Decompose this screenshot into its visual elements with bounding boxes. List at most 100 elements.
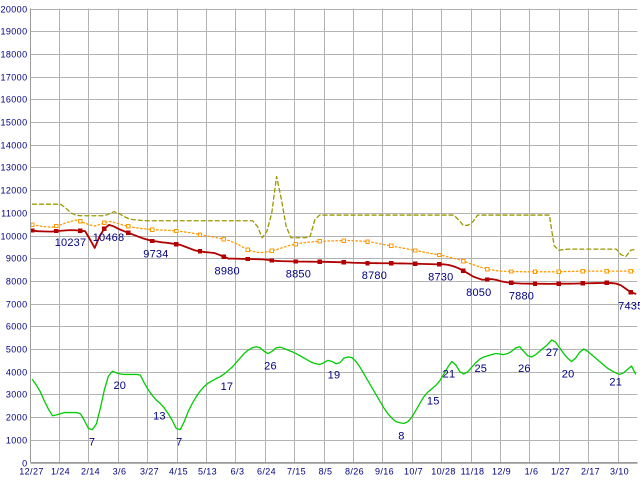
y-axis-tick-label: 7000 xyxy=(6,300,28,310)
data-point-marker-secondary-orange xyxy=(365,239,370,244)
x-axis-tick-label: 1/27 xyxy=(551,467,570,477)
data-point-marker-primary-dark-red xyxy=(604,280,609,286)
data-label: 25 xyxy=(474,363,487,375)
x-axis-tick-label: 6/24 xyxy=(257,467,276,477)
y-axis-tick-label: 11000 xyxy=(1,209,27,219)
y-axis-tick-label: 15000 xyxy=(0,118,27,128)
data-point-marker-primary-dark-red xyxy=(628,290,633,295)
data-point-marker-secondary-orange xyxy=(389,243,394,249)
data-point-marker-secondary-orange xyxy=(341,238,346,243)
y-axis-tick-label: 8000 xyxy=(6,277,28,287)
data-point-marker-secondary-orange xyxy=(78,219,83,224)
data-point-marker-primary-dark-red xyxy=(78,228,83,233)
data-label: 7 xyxy=(176,437,182,449)
data-point-marker-primary-dark-red xyxy=(30,228,35,233)
data-label: 7435 xyxy=(618,301,640,313)
data-label: 26 xyxy=(518,363,531,375)
x-axis-tick-label: 3/27 xyxy=(140,467,159,477)
data-point-marker-primary-dark-red xyxy=(365,260,370,266)
data-point-marker-primary-dark-red xyxy=(556,281,562,286)
data-label: 9734 xyxy=(143,249,168,261)
data-point-marker-secondary-orange xyxy=(413,248,418,253)
x-axis-tick-label: 8/5 xyxy=(319,467,333,477)
marker-layer xyxy=(30,219,633,295)
data-point-marker-secondary-orange xyxy=(580,268,586,274)
data-point-marker-primary-dark-red xyxy=(484,277,490,282)
y-axis-tick-labels: 0 1000 2000 3000 4000 5000 6000 7000 8000 9000 100… xyxy=(0,5,27,469)
x-axis-tick-label: 10/7 xyxy=(404,467,423,477)
data-label: 7 xyxy=(89,437,95,449)
x-axis-tick-label: 1/6 xyxy=(525,467,539,477)
y-axis-tick-label: 16000 xyxy=(0,95,27,105)
data-label: 20 xyxy=(113,380,126,392)
x-axis-tick-label: 12/27 xyxy=(19,467,44,477)
data-label: 17 xyxy=(221,381,234,393)
y-axis-tick-label: 1000 xyxy=(6,436,28,446)
y-axis-tick-label: 14000 xyxy=(0,141,27,151)
y-axis-tick-label: 20000 xyxy=(0,5,27,15)
data-point-marker-primary-dark-red xyxy=(293,259,298,264)
data-point-marker-primary-dark-red xyxy=(245,256,251,262)
data-label: 19 xyxy=(328,370,341,382)
data-label: 27 xyxy=(546,347,559,359)
x-axis-tick-label: 2/17 xyxy=(581,467,600,477)
series-line-tertiary-olive-dashed xyxy=(31,175,637,258)
data-point-marker-primary-dark-red xyxy=(461,268,466,273)
y-axis-tick-label: 5000 xyxy=(6,345,28,355)
data-point-marker-primary-dark-red xyxy=(54,228,59,234)
data-point-marker-primary-dark-red xyxy=(413,261,418,266)
data-point-marker-primary-dark-red xyxy=(389,261,394,266)
data-point-marker-primary-dark-red xyxy=(149,238,155,244)
y-axis-tick-label: 0 xyxy=(22,459,27,469)
data-point-marker-secondary-orange xyxy=(293,241,298,247)
data-point-marker-secondary-orange xyxy=(197,232,203,237)
data-point-marker-secondary-orange xyxy=(461,258,466,264)
x-axis-tick-label: 8/26 xyxy=(345,467,364,477)
x-axis-tick-label: 12/9 xyxy=(492,467,511,477)
data-label: 8780 xyxy=(362,270,387,282)
y-axis-tick-label: 3000 xyxy=(6,390,28,400)
y-axis-tick-label: 17000 xyxy=(0,73,27,83)
data-point-marker-secondary-orange xyxy=(437,252,442,258)
x-axis-tick-label: 6/3 xyxy=(231,467,245,477)
data-point-marker-secondary-orange xyxy=(221,237,227,242)
y-axis-tick-label: 4000 xyxy=(6,368,28,378)
data-point-marker-secondary-orange xyxy=(317,239,322,244)
data-labels-layer: 10237 10468 9734 8980 8850 8780 8730 8050 7880 74… xyxy=(55,232,640,449)
data-point-marker-secondary-orange xyxy=(556,269,562,274)
data-point-marker-primary-dark-red xyxy=(317,259,322,264)
y-axis-tick-label: 12000 xyxy=(0,186,27,196)
data-point-marker-secondary-orange xyxy=(149,227,155,232)
data-point-marker-primary-dark-red xyxy=(341,260,346,265)
data-point-marker-secondary-orange xyxy=(173,228,179,234)
data-point-marker-primary-dark-red xyxy=(126,230,131,235)
data-point-marker-primary-dark-red xyxy=(197,249,203,254)
data-point-marker-primary-dark-red xyxy=(221,254,227,260)
data-label: 21 xyxy=(609,376,622,388)
data-label: 26 xyxy=(264,361,277,373)
y-axis-tick-label: 19000 xyxy=(0,27,27,37)
data-label: 20 xyxy=(562,369,575,381)
x-axis-tick-label: 1/24 xyxy=(51,467,70,477)
data-label: 10468 xyxy=(93,232,125,244)
data-point-marker-secondary-orange xyxy=(102,220,107,225)
x-axis-tick-label: 2/14 xyxy=(81,467,100,477)
data-point-marker-primary-dark-red xyxy=(532,281,538,286)
x-axis-tick-labels: 12/27 1/24 2/14 3/6 3/27 4/15 5/13 6/3 6/24 7/15 8… xyxy=(19,467,628,477)
data-label: 8850 xyxy=(286,269,311,281)
data-point-marker-primary-dark-red xyxy=(102,226,107,231)
data-point-marker-primary-dark-red xyxy=(173,241,179,247)
series-line-count-green xyxy=(31,339,637,431)
x-axis-tick-label: 4/15 xyxy=(169,467,188,477)
series-line-secondary-orange xyxy=(31,219,637,273)
x-axis-tick-label: 5/13 xyxy=(198,467,217,477)
data-point-marker-secondary-orange xyxy=(508,269,514,274)
data-label: 8980 xyxy=(215,266,240,278)
data-point-marker-primary-dark-red xyxy=(508,280,514,286)
axis-layer xyxy=(30,8,638,463)
grid-layer xyxy=(30,8,638,464)
data-point-marker-secondary-orange xyxy=(628,268,633,274)
data-label: 8 xyxy=(398,431,404,443)
